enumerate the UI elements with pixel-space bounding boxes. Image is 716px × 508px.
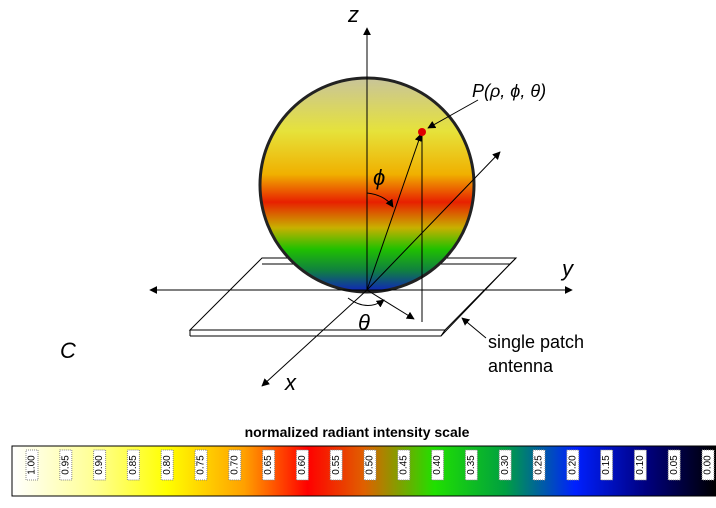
scale-label: 0.30 [500,455,511,475]
diagram: z y x P(ρ, ϕ, θ) ϕ θ C single patch ante… [60,2,584,395]
y-label: y [560,256,575,281]
scale-label: 0.70 [229,455,240,475]
scale-label: 0.80 [162,455,173,475]
scale-title: normalized radiant intensity scale [245,424,470,440]
antenna-leader [462,318,486,338]
scale-label: 0.85 [128,455,139,475]
scale-label: 0.90 [94,455,105,475]
point-label: P(ρ, ϕ, θ) [472,81,546,101]
scale-label: 0.95 [60,455,71,475]
scale-label: 0.00 [703,455,714,475]
scale-label: 0.45 [398,455,409,475]
color-scale: normalized radiant intensity scale 1.00 0… [12,424,716,496]
antenna-label: single patch [488,332,584,352]
theta-arc [348,298,384,306]
scale-label: 0.15 [601,455,612,475]
scale-label: 0.20 [567,455,578,475]
scale-label: 0.10 [635,455,646,475]
panel-label: C [60,338,76,363]
scale-label: 0.55 [331,455,342,475]
scale-label: 0.60 [297,455,308,475]
scale-label: 0.25 [534,455,545,475]
figure: z y x P(ρ, ϕ, θ) ϕ θ C single patch ante… [0,0,716,508]
scale-label: 0.05 [669,455,680,475]
scale-label: 0.75 [196,455,207,475]
x-label: x [284,370,297,395]
antenna-label: antenna [488,356,554,376]
theta-label: θ [358,310,370,335]
scale-label: 0.50 [365,455,376,475]
scale-label: 0.65 [263,455,274,475]
scale-label: 1.00 [27,455,38,475]
scale-label: 0.35 [466,455,477,475]
scale-label: 0.40 [432,455,443,475]
point-p [418,128,426,136]
phi-label: ϕ [373,165,385,190]
z-label: z [347,2,359,27]
x-axis [262,290,367,386]
